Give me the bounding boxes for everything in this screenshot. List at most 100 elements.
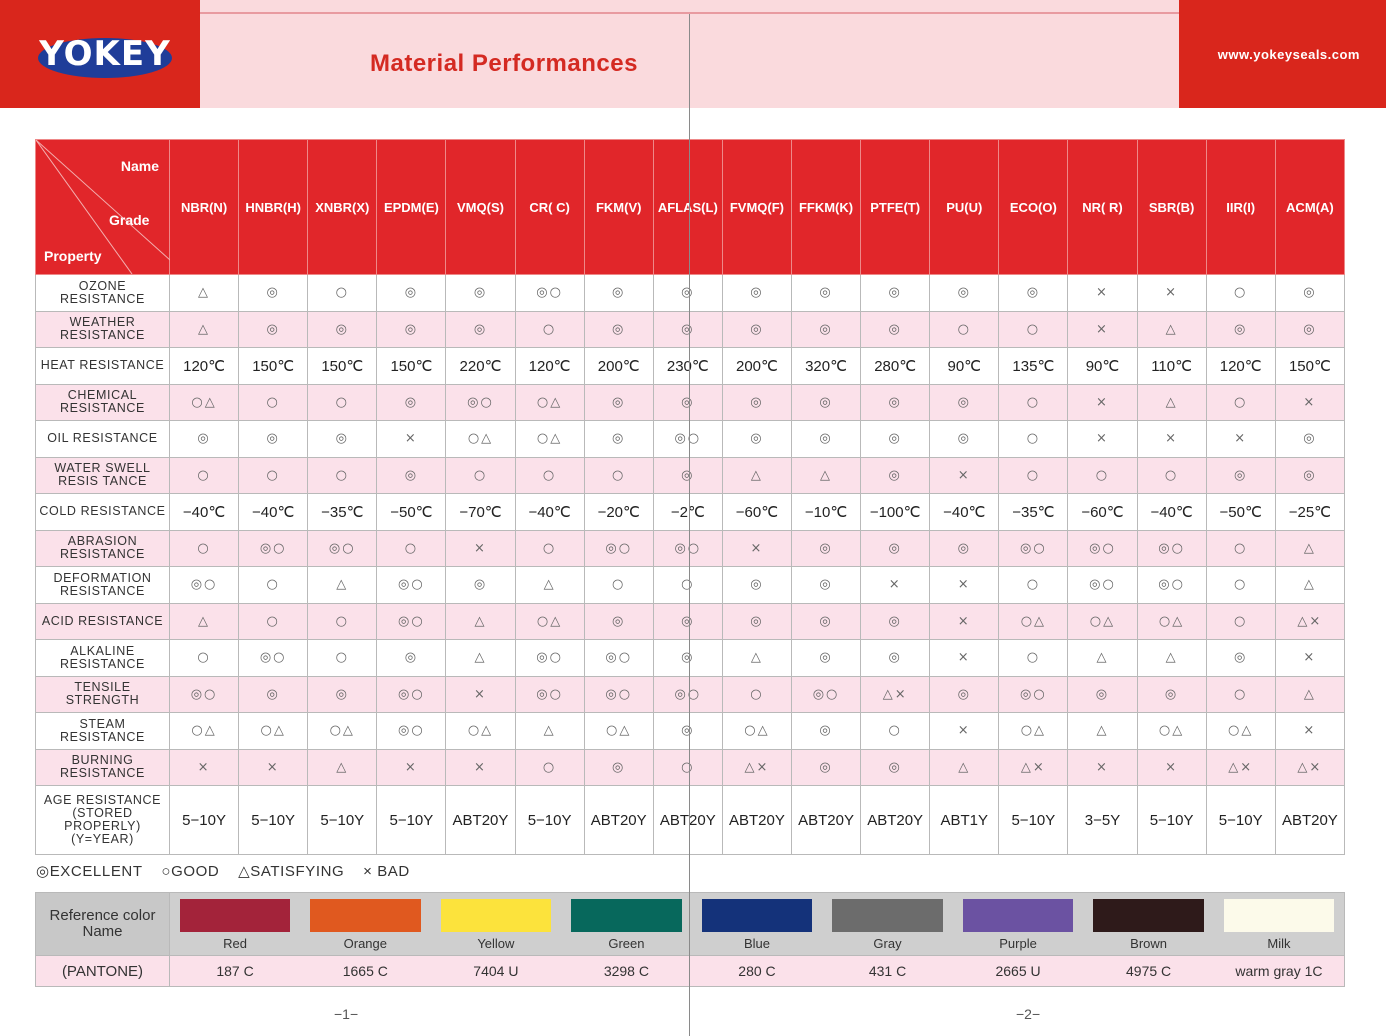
pantone-code: 1665 C — [300, 955, 431, 987]
rating-cell: ○ — [514, 310, 585, 348]
color-swatch — [571, 899, 682, 932]
rating-cell: −10℃ — [790, 493, 862, 531]
rating-cell: ○ — [652, 748, 723, 786]
rating-cell: ◎ — [721, 383, 792, 421]
color-cell: Green — [561, 892, 692, 956]
rating-cell: ◎ — [307, 310, 378, 348]
rating-cell: △ — [1136, 310, 1207, 348]
rating-cell: ◎ — [168, 420, 240, 458]
rating-cell: 150℃ — [238, 347, 309, 385]
rating-cell: ◎ — [376, 639, 447, 677]
property-label: STEAM RESISTANCE — [35, 712, 170, 750]
rating-cell: × — [1136, 748, 1207, 786]
rating-cell: △ — [1067, 639, 1138, 677]
rating-cell: ○ — [445, 456, 516, 494]
rating-cell: △× — [1205, 748, 1276, 786]
rating-cell: 230℃ — [652, 347, 723, 385]
rating-cell: −40℃ — [168, 493, 240, 531]
rating-cell: 5−10Y — [1205, 785, 1276, 855]
rating-cell: 120℃ — [1205, 347, 1276, 385]
material-header: XNBR(X) — [307, 139, 378, 275]
rating-cell: ◎○ — [1067, 566, 1138, 604]
rating-cell: ◎ — [652, 712, 723, 750]
material-header: EPDM(E) — [376, 139, 447, 275]
rating-cell: 5−10Y — [1136, 785, 1207, 855]
material-header: HNBR(H) — [238, 139, 309, 275]
rating-cell: ○ — [1205, 566, 1276, 604]
table-row: AGE RESISTANCE (STORED PROPERLY) (Y=YEAR… — [35, 785, 1346, 855]
color-swatch — [832, 899, 943, 932]
rating-cell: △ — [445, 639, 516, 677]
rating-cell: ◎ — [929, 420, 1000, 458]
color-name: Blue — [743, 936, 770, 951]
rating-cell: 220℃ — [445, 347, 516, 385]
rating-cell: −40℃ — [929, 493, 1000, 531]
material-header: IIR(I) — [1205, 139, 1276, 275]
rating-cell: ○△ — [998, 602, 1069, 640]
color-cell: Orange — [300, 892, 431, 956]
rating-cell: ○ — [1205, 529, 1276, 567]
rating-cell: ○△ — [721, 712, 792, 750]
rating-cell: ◎ — [1205, 639, 1276, 677]
rating-cell: ◎○ — [445, 383, 516, 421]
rating-cell: 5−10Y — [238, 785, 309, 855]
color-name: Yellow — [477, 936, 515, 951]
rating-cell: ○ — [307, 456, 378, 494]
table-header-row: Name Grade Property NBR(N) HNBR(H) XNBR(X)… — [35, 139, 1346, 275]
rating-cell: ◎○ — [514, 675, 585, 713]
rating-cell: ◎○ — [1136, 529, 1207, 567]
rating-cell: −50℃ — [1205, 493, 1276, 531]
rating-cell: ○△ — [445, 420, 516, 458]
rating-cell: × — [376, 748, 447, 786]
reference-color-label: Reference color Name — [35, 892, 170, 956]
material-header: PTFE(T) — [860, 139, 931, 275]
rating-cell: ○△ — [1205, 712, 1276, 750]
rating-cell: ◎ — [652, 310, 723, 348]
logo: YOKEY — [39, 34, 171, 74]
rating-cell: × — [1067, 383, 1138, 421]
rating-cell: ◎ — [1205, 310, 1276, 348]
rating-cell: ○△ — [307, 712, 378, 750]
rating-cell: ◎ — [860, 456, 931, 494]
rating-cell: ◎ — [238, 675, 309, 713]
rating-cell: ◎ — [1205, 456, 1276, 494]
rating-cell: ◎ — [1067, 675, 1138, 713]
rating-cell: ◎○ — [376, 566, 447, 604]
legend-satisfying: △SATISFYING — [238, 863, 345, 880]
rating-cell: −35℃ — [307, 493, 378, 531]
rating-cell: △ — [1136, 639, 1207, 677]
rating-cell: ABT20Y — [652, 785, 723, 855]
rating-cell: ◎ — [652, 639, 723, 677]
corner-name-label: Name — [120, 158, 159, 174]
table-row: ALKALINE RESISTANCE ○ ◎○ ○ ◎ △ ◎○ ◎○ ◎ △ ◎ ◎ × ○ △ △ ◎ × — [35, 639, 1346, 677]
material-header: FFKM(K) — [790, 139, 862, 275]
color-cell: Gray — [822, 892, 953, 956]
corner-header: Name Grade Property — [35, 139, 170, 275]
rating-cell: ◎ — [721, 602, 792, 640]
rating-cell: ◎ — [790, 383, 862, 421]
property-label: WATER SWELL RESIS TANCE — [35, 456, 170, 494]
color-swatch — [310, 899, 421, 932]
property-label: ABRASION RESISTANCE — [35, 529, 170, 567]
rating-cell: △ — [514, 712, 585, 750]
rating-cell: ○ — [514, 456, 585, 494]
rating-cell: ○ — [721, 675, 792, 713]
rating-cell: ○ — [238, 383, 309, 421]
rating-cell: ○△ — [238, 712, 309, 750]
rating-cell: ABT20Y — [860, 785, 931, 855]
rating-cell: × — [1274, 712, 1346, 750]
table-row: ABRASION RESISTANCE ○ ◎○ ◎○ ○ × ○ ◎○ ◎○ × ◎ ◎ ◎ ◎○ ◎○ ◎… — [35, 529, 1346, 567]
rating-cell: ○ — [652, 566, 723, 604]
rating-cell: ○ — [168, 639, 240, 677]
rating-cell: ○ — [998, 456, 1069, 494]
rating-cell: ◎○ — [583, 529, 654, 567]
table-row: TENSILE STRENGTH ◎○ ◎ ◎ ◎○ × ◎○ ◎○ ◎○ ○ ◎○ △× ◎ ◎○ ◎ ◎ ○… — [35, 675, 1346, 713]
material-header: ACM(A) — [1274, 139, 1346, 275]
rating-cell: 5−10Y — [376, 785, 447, 855]
color-cell: Blue — [691, 892, 823, 956]
rating-cell: ◎○ — [998, 675, 1069, 713]
rating-cell: ○△ — [998, 712, 1069, 750]
reference-color-table: Reference color Name Red Orange Yellow Gree… — [35, 892, 1345, 987]
rating-cell: ○ — [1136, 456, 1207, 494]
rating-cell: × — [1274, 639, 1346, 677]
